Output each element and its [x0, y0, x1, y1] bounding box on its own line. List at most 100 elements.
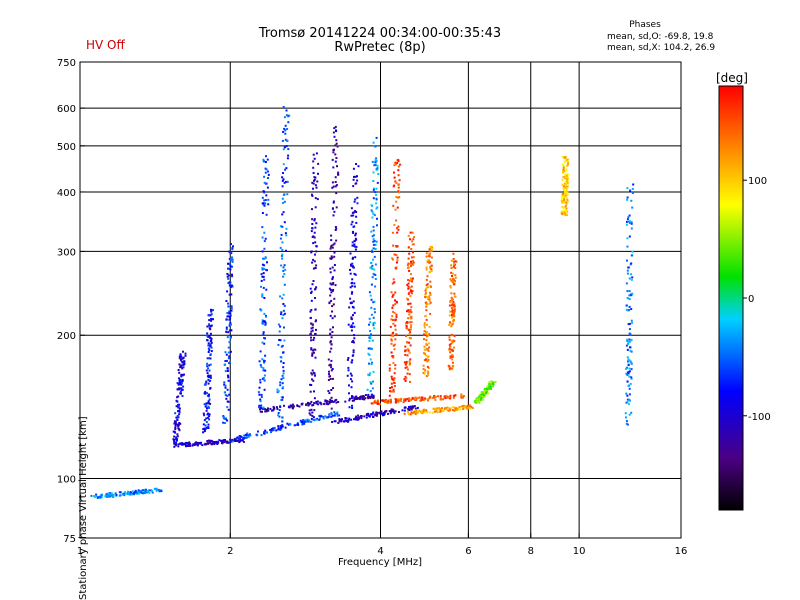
echo-point — [330, 336, 333, 339]
echo-point — [564, 173, 567, 176]
echo-point — [231, 438, 234, 441]
echo-point — [450, 264, 453, 267]
echo-point — [424, 314, 427, 317]
echo-point — [626, 297, 629, 300]
echo-point — [430, 256, 433, 259]
echo-point — [562, 166, 565, 169]
echo-point — [331, 368, 334, 370]
echo-point — [227, 400, 230, 403]
echo-point — [173, 435, 176, 438]
echo-point — [345, 417, 348, 420]
echo-point — [332, 151, 335, 154]
x-tick-label: 10 — [573, 546, 586, 557]
echo-point — [229, 317, 232, 320]
echo-point — [106, 494, 109, 497]
echo-point — [290, 405, 293, 408]
echo-point — [206, 362, 209, 365]
echo-point — [328, 287, 331, 290]
echo-point — [393, 343, 396, 346]
echo-point — [192, 443, 195, 446]
echo-point — [375, 198, 378, 201]
echo-point — [630, 222, 633, 225]
echo-point — [331, 377, 334, 380]
echo-point — [99, 494, 102, 497]
echo-point — [240, 439, 243, 442]
echo-point — [330, 407, 333, 410]
echo-point — [395, 245, 398, 248]
echo-point — [179, 422, 182, 425]
echo-point — [261, 295, 264, 298]
echo-point — [485, 388, 488, 390]
y-tick-label: 750 — [57, 58, 76, 69]
echo-point — [492, 381, 495, 384]
echo-point — [282, 106, 285, 108]
echo-point — [449, 356, 452, 359]
echo-point — [374, 145, 377, 148]
echo-point — [352, 341, 355, 344]
echo-point — [629, 340, 632, 343]
echo-point — [224, 439, 226, 441]
echo-point — [175, 399, 178, 402]
echo-point — [407, 317, 410, 320]
echo-point — [343, 420, 345, 423]
echo-point — [373, 321, 376, 324]
echo-point — [355, 245, 358, 248]
echo-point — [391, 231, 394, 234]
echo-point — [210, 337, 213, 340]
echo-point — [354, 256, 357, 259]
echo-point — [258, 404, 261, 407]
echo-point — [407, 400, 410, 402]
echo-point — [279, 295, 282, 298]
echo-point — [423, 330, 426, 333]
echo-point — [205, 417, 208, 420]
echo-point — [208, 349, 211, 351]
echo-point — [628, 235, 631, 238]
echo-point — [453, 346, 455, 349]
echo-point — [160, 489, 163, 492]
echo-point — [311, 208, 313, 211]
echo-point — [449, 394, 452, 397]
echo-point — [225, 328, 228, 331]
echo-point — [449, 286, 452, 289]
echo-point — [564, 186, 567, 189]
echo-point — [181, 357, 184, 360]
echo-point — [230, 309, 233, 312]
echo-point — [264, 257, 267, 260]
echo-point — [494, 381, 497, 383]
echo-point — [208, 324, 211, 327]
echo-point — [296, 423, 299, 426]
echo-point — [395, 219, 398, 222]
echo-point — [379, 412, 382, 415]
echo-point — [332, 326, 334, 329]
echo-point — [287, 148, 290, 151]
echo-point — [249, 434, 252, 437]
echo-point — [392, 381, 395, 384]
echo-point — [267, 203, 270, 206]
echo-point — [395, 227, 398, 230]
echo-point — [314, 288, 316, 291]
echo-point — [407, 234, 410, 237]
echo-point — [210, 346, 213, 349]
echo-point — [482, 391, 485, 394]
echo-point — [281, 374, 284, 377]
echo-point — [261, 358, 264, 361]
echo-point — [423, 322, 426, 325]
echo-point — [329, 340, 332, 343]
phase-stats-title: Phases — [629, 20, 661, 30]
echo-point — [452, 283, 455, 286]
echo-point — [405, 360, 408, 363]
echo-point — [203, 414, 206, 417]
echo-point — [319, 415, 322, 418]
echo-point — [262, 359, 265, 362]
echo-point — [461, 395, 464, 398]
echo-point — [355, 211, 358, 213]
echo-point — [279, 237, 282, 240]
echo-point — [283, 273, 286, 275]
echo-point — [451, 361, 454, 364]
echo-point — [223, 383, 226, 386]
echo-point — [356, 202, 359, 205]
echo-point — [229, 321, 232, 324]
echo-point — [447, 409, 450, 412]
echo-point — [283, 200, 286, 203]
echo-point — [280, 233, 283, 236]
